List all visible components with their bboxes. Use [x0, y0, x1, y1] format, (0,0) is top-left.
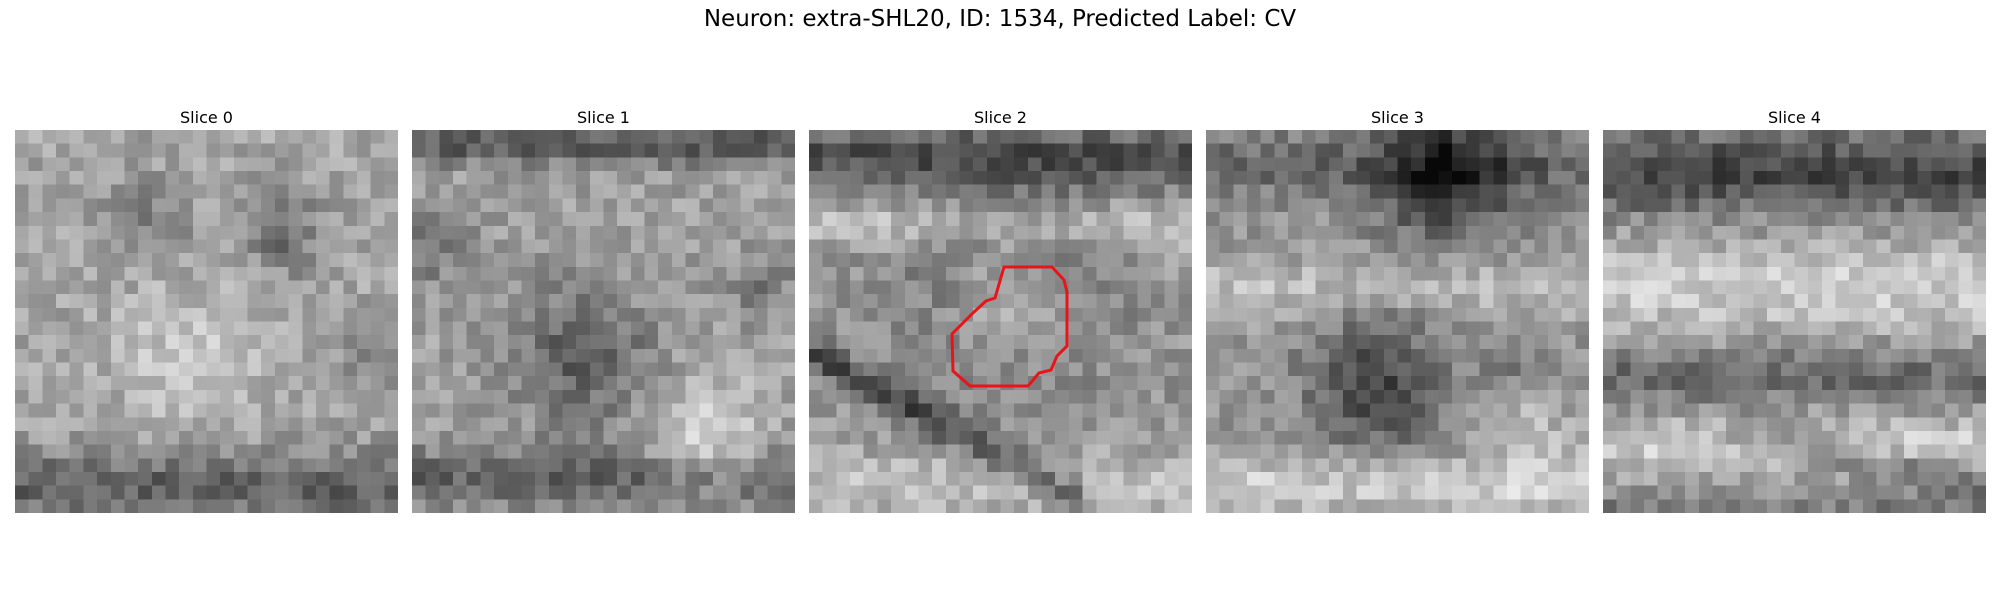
slice-image: [1206, 130, 1589, 513]
slice-image-wrap: [15, 130, 398, 513]
slice-panel-2: Slice 2: [809, 108, 1192, 513]
slice-image: [809, 130, 1192, 513]
figure-title: Neuron: extra-SHL20, ID: 1534, Predicted…: [703, 6, 1297, 32]
slice-panel-3: Slice 3: [1206, 108, 1589, 513]
slice-image-wrap: [809, 130, 1192, 513]
slice-image: [15, 130, 398, 513]
slice-image-wrap: [412, 130, 795, 513]
slice-image: [1603, 130, 1986, 513]
slice-title: Slice 3: [1371, 108, 1424, 127]
slice-image: [412, 130, 795, 513]
slice-title: Slice 0: [180, 108, 233, 127]
slice-panel-4: Slice 4: [1603, 108, 1986, 513]
slice-panel-1: Slice 1: [412, 108, 795, 513]
slice-image-wrap: [1603, 130, 1986, 513]
slice-title: Slice 2: [974, 108, 1027, 127]
slice-image-wrap: [1206, 130, 1589, 513]
slice-title: Slice 4: [1768, 108, 1821, 127]
slice-panel-0: Slice 0: [15, 108, 398, 513]
slice-title: Slice 1: [577, 108, 630, 127]
